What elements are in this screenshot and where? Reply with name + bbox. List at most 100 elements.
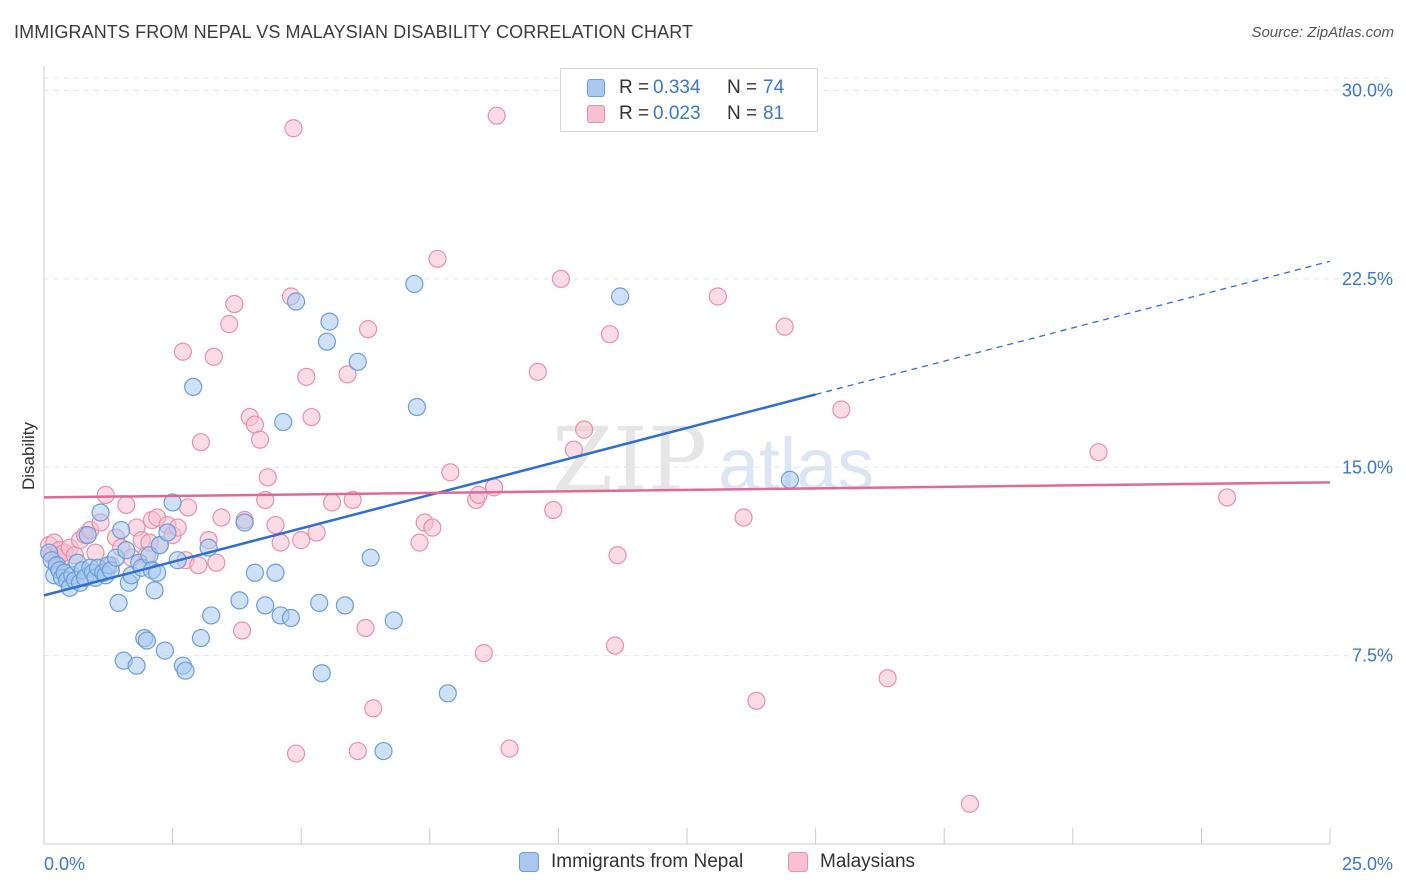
point-malaysians [258, 468, 277, 487]
point-nepal [317, 332, 337, 351]
legend-label-malaysians: Malaysians [820, 851, 916, 872]
point-malaysians [600, 325, 619, 344]
point-nepal [405, 274, 424, 294]
tick-labels: 7.5% 15.0% 22.5% 30.0% 0.0% 25.0% [44, 81, 1393, 874]
legend-row-malaysians: R = 0.023 N = 81 [587, 102, 784, 126]
legend-swatch-nepal [587, 79, 605, 97]
point-nepal [310, 593, 329, 612]
point-nepal [320, 312, 339, 331]
point-malaysians [343, 490, 362, 510]
point-nepal [335, 596, 355, 615]
point-malaysians [250, 430, 270, 449]
point-nepal [361, 548, 380, 567]
watermark-zip: ZIP [552, 408, 707, 511]
point-malaysians [551, 269, 571, 289]
point-malaysians [878, 669, 897, 688]
legend-n-value: 74 [763, 77, 785, 98]
point-nepal [438, 684, 457, 703]
point-malaysians [575, 420, 594, 439]
point-nepal [176, 661, 195, 680]
series-nepal [40, 274, 799, 761]
point-malaysians [207, 553, 226, 572]
trend-lines [43, 260, 1331, 597]
point-nepal [148, 563, 167, 582]
point-malaysians [286, 744, 306, 763]
point-malaysians [1089, 443, 1108, 462]
point-nepal [374, 741, 393, 761]
point-malaysians [708, 287, 727, 306]
point-malaysians [487, 106, 506, 125]
watermark: ZIP atlas [552, 408, 874, 511]
point-malaysians [189, 556, 208, 575]
point-nepal [245, 563, 265, 582]
point-malaysians [348, 741, 367, 761]
point-malaysians [410, 533, 429, 552]
point-nepal [109, 593, 128, 612]
point-malaysians [322, 493, 342, 512]
point-nepal [266, 563, 285, 582]
point-malaysians [441, 463, 460, 482]
point-malaysians [284, 119, 303, 138]
point-nepal [256, 596, 275, 615]
legend-n-label: N = [727, 77, 758, 98]
x-tick-label: 25.0% [1342, 854, 1393, 874]
y-tick-label: 7.5% [1352, 646, 1393, 666]
point-malaysians [292, 531, 311, 550]
point-malaysians [832, 400, 851, 419]
point-nepal [137, 631, 156, 650]
y-tick-label: 15.0% [1342, 457, 1393, 477]
point-nepal [780, 470, 799, 489]
point-malaysians [271, 533, 290, 552]
legend-r-label: R = [619, 103, 650, 124]
legend-n-label: N = [727, 103, 758, 124]
legend-swatch-malaysians [788, 852, 808, 872]
watermark-atlas: atlas [718, 423, 874, 506]
point-malaysians [225, 294, 244, 314]
point-malaysians [544, 500, 563, 520]
chart-title: IMMIGRANTS FROM NEPAL VS MALAYSIAN DISAB… [14, 22, 694, 42]
point-malaysians [960, 794, 980, 813]
legend-n-value: 81 [763, 103, 785, 124]
series-malaysians [40, 106, 1237, 813]
legend-r-label: R = [619, 77, 650, 98]
point-malaysians [356, 618, 375, 638]
legend-item-malaysians[interactable]: Malaysians [788, 851, 915, 873]
axes [43, 66, 1331, 845]
point-malaysians [178, 498, 198, 517]
correlation-legend: R = 0.334 N = 74 R = 0.023 N = 81 [560, 68, 818, 132]
point-malaysians [86, 543, 105, 562]
point-nepal [348, 352, 367, 371]
x-tick-label: 0.0% [44, 854, 85, 874]
point-nepal [286, 292, 306, 311]
point-nepal [184, 377, 203, 397]
trend-line-malaysians [43, 481, 1331, 499]
y-tick-label: 30.0% [1342, 81, 1393, 101]
point-malaysians [212, 508, 231, 527]
point-malaysians [423, 518, 442, 537]
point-malaysians [775, 317, 794, 336]
point-nepal [78, 525, 97, 545]
trend-line-nepal [43, 393, 816, 597]
legend-r-value: 0.023 [653, 103, 701, 124]
point-malaysians [302, 407, 321, 427]
point-malaysians [734, 508, 753, 527]
point-nepal [281, 608, 301, 628]
point-nepal [158, 523, 177, 542]
point-malaysians [117, 495, 136, 515]
legend-row-nepal: R = 0.334 N = 74 [587, 76, 784, 100]
point-nepal [407, 397, 427, 417]
point-nepal [235, 513, 254, 532]
point-malaysians [528, 362, 547, 381]
point-nepal [312, 664, 331, 683]
point-nepal [611, 287, 630, 306]
point-malaysians [220, 315, 239, 334]
point-nepal [191, 628, 210, 648]
source-credit: Source: ZipAtlas.com [1251, 24, 1394, 41]
legend-item-nepal[interactable]: Immigrants from Nepal [519, 851, 743, 873]
point-nepal [127, 656, 146, 675]
point-malaysians [96, 485, 115, 505]
point-malaysians [474, 644, 493, 663]
point-nepal [91, 503, 110, 522]
point-malaysians [245, 415, 265, 434]
